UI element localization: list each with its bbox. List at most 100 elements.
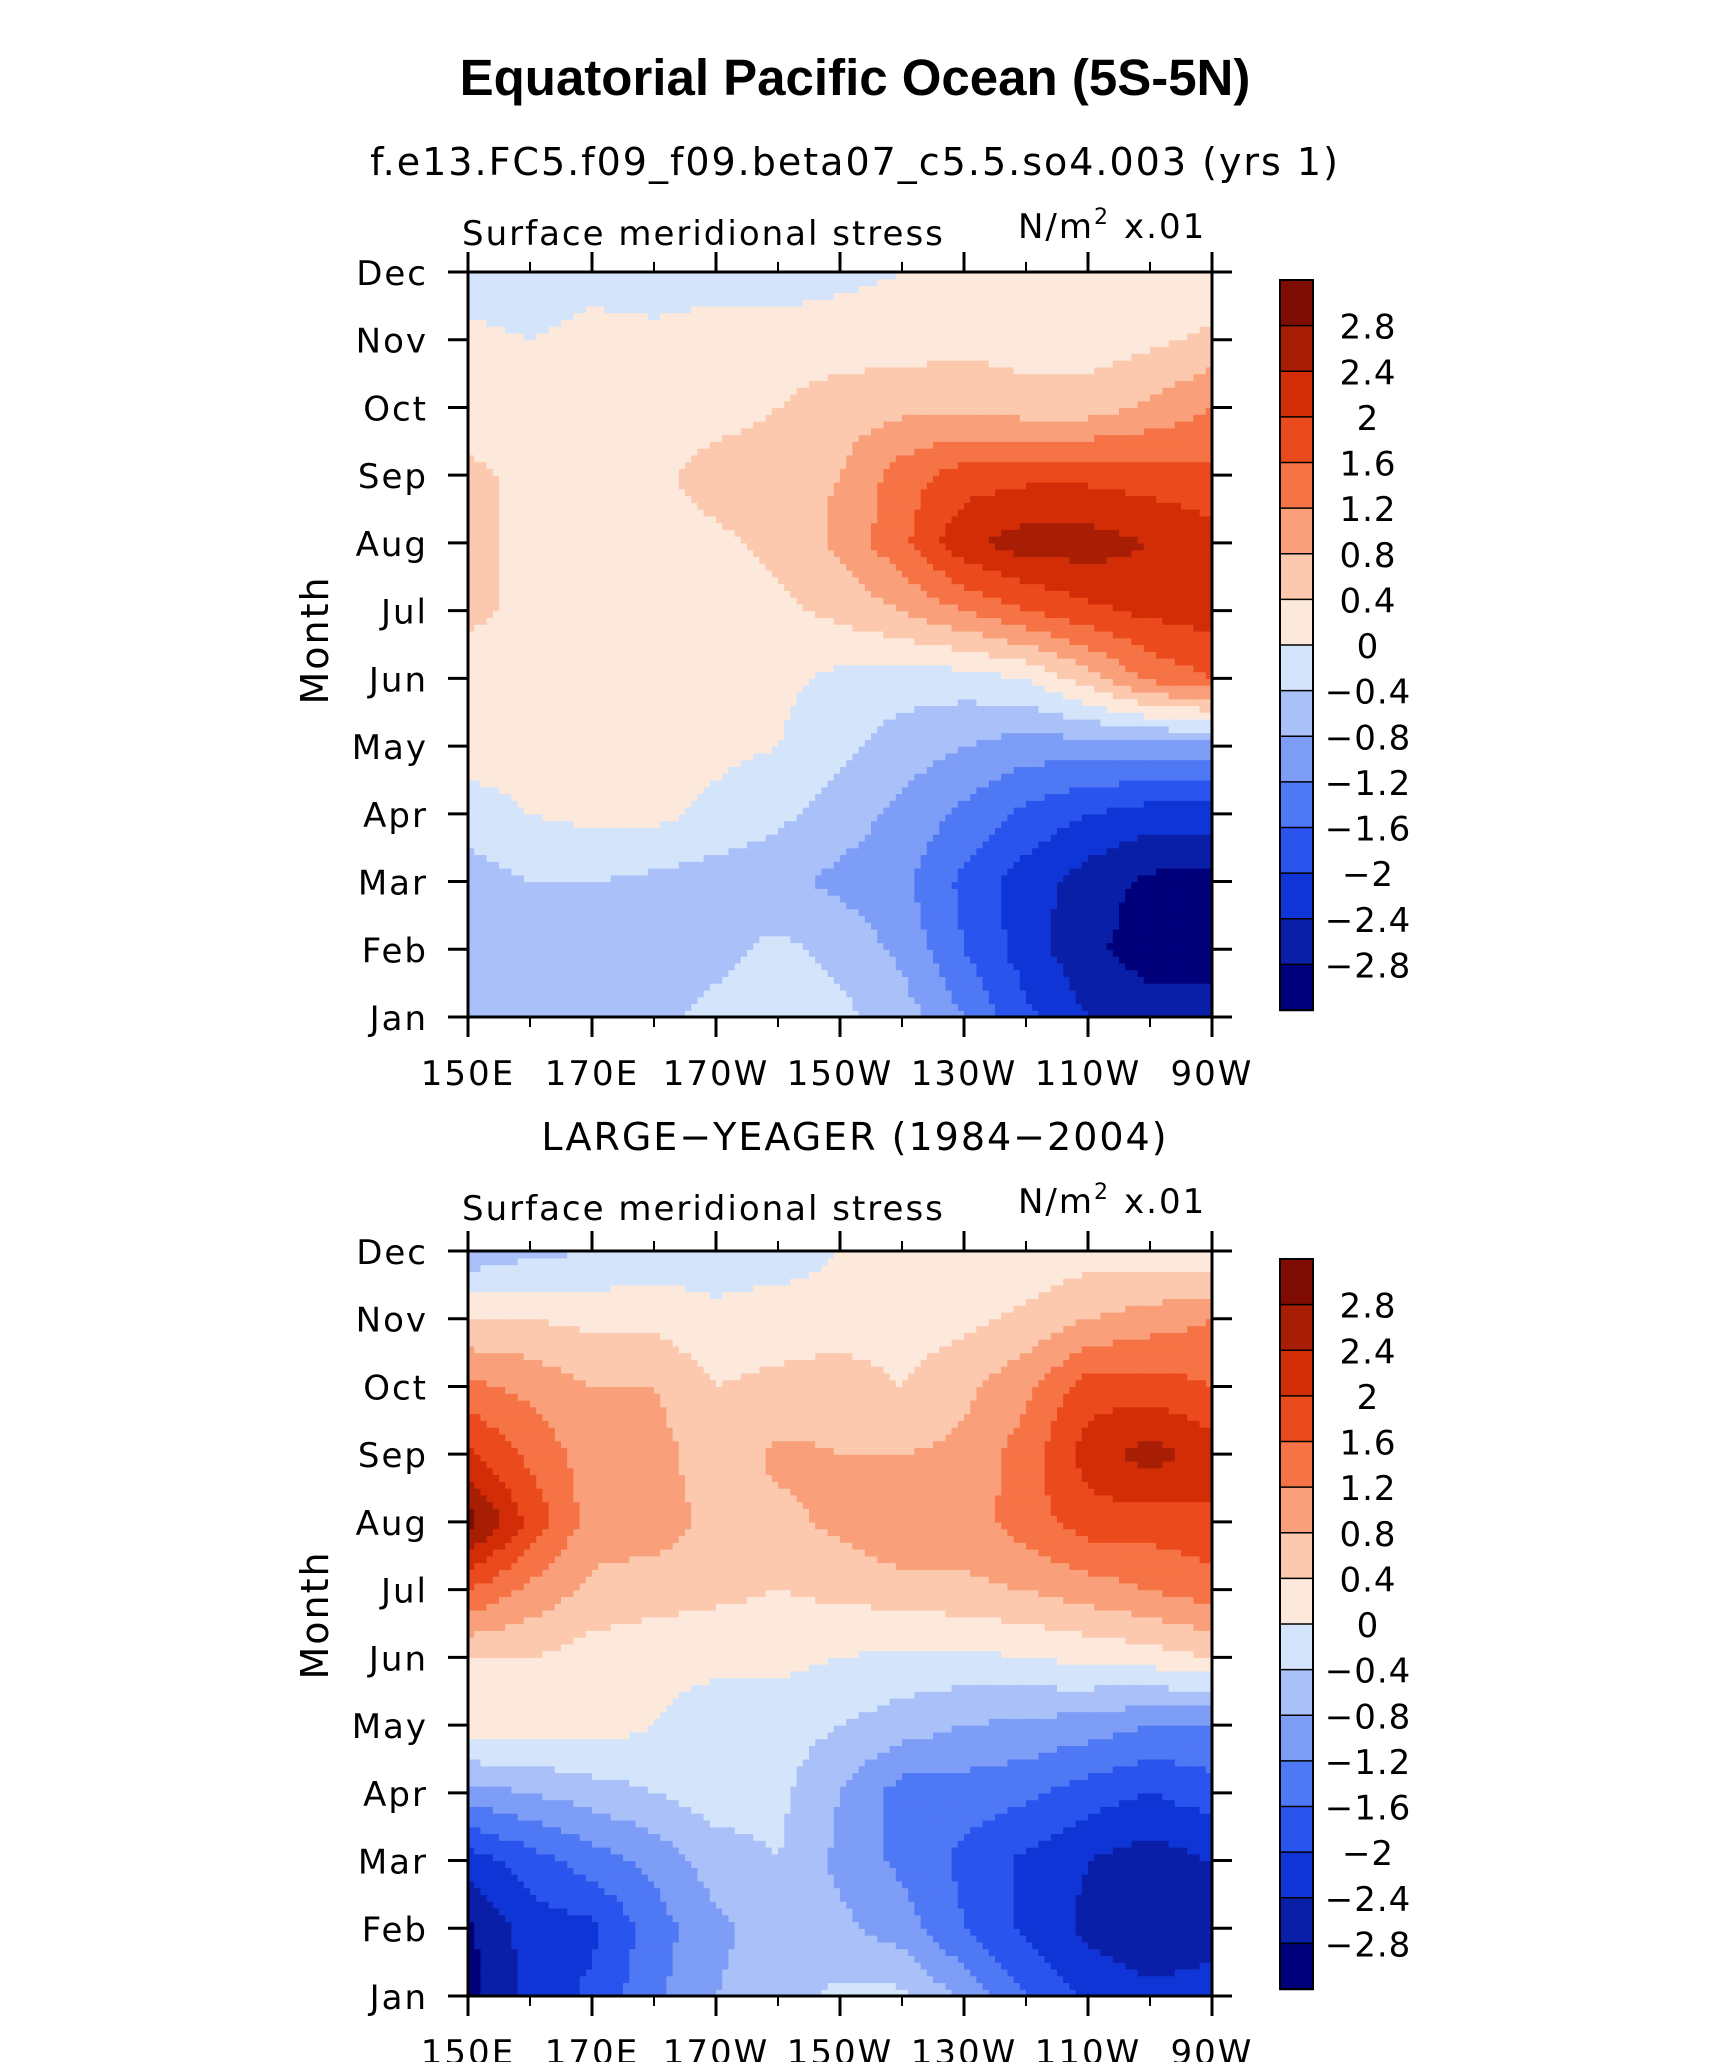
field-cell (945, 909, 952, 916)
field-cell (549, 990, 556, 997)
field-cell (1094, 861, 1101, 868)
field-cell (759, 929, 766, 936)
field-cell (660, 882, 667, 889)
field-cell (580, 949, 587, 956)
field-cell (741, 780, 748, 787)
field-cell (852, 848, 859, 855)
field-cell (908, 949, 915, 956)
field-cell (1082, 841, 1089, 848)
field-cell (536, 875, 543, 882)
field-cell (976, 1010, 983, 1017)
field-cell (821, 773, 828, 780)
field-cell (933, 1010, 940, 1017)
field-cell (927, 902, 934, 909)
field-cell (883, 780, 890, 787)
field-cell (468, 943, 475, 950)
field-cell (766, 1010, 773, 1017)
field-cell (766, 834, 773, 841)
field-cell (1007, 794, 1014, 801)
field-cell (648, 902, 655, 909)
field-cell (518, 976, 525, 983)
field-cell (1113, 794, 1120, 801)
field-cell (1175, 814, 1182, 821)
field-cell (480, 997, 487, 1004)
field-cell (1193, 787, 1200, 794)
field-cell (666, 875, 673, 882)
field-cell (1088, 861, 1095, 868)
field-cell (1162, 956, 1169, 963)
field-cell (1069, 854, 1076, 861)
field-cell (1001, 814, 1008, 821)
field-cell (480, 909, 487, 916)
field-cell (828, 888, 835, 895)
field-cell (1020, 1003, 1027, 1010)
field-cell (561, 773, 568, 780)
field-cell (704, 821, 711, 828)
field-cell (642, 861, 649, 868)
field-cell (1156, 997, 1163, 1004)
field-cell (604, 943, 611, 950)
field-cell (629, 1003, 636, 1010)
field-cell (753, 943, 760, 950)
field-cell (1076, 895, 1083, 902)
field-cell (1026, 800, 1033, 807)
field-cell (617, 956, 624, 963)
field-cell (753, 902, 760, 909)
field-cell (778, 875, 785, 882)
field-cell (561, 895, 568, 902)
field-cell (735, 868, 742, 875)
field-cell (1156, 861, 1163, 868)
field-cell (611, 1010, 618, 1017)
field-cell (542, 834, 549, 841)
field-cell (480, 814, 487, 821)
field-cell (983, 909, 990, 916)
field-cell (1026, 821, 1033, 828)
field-cell (803, 794, 810, 801)
field-cell (480, 983, 487, 990)
field-cell (828, 780, 835, 787)
field-cell (908, 875, 915, 882)
field-cell (852, 895, 859, 902)
field-cell (524, 970, 531, 977)
field-cell (1076, 929, 1083, 936)
field-cell (691, 902, 698, 909)
field-cell (1045, 943, 1052, 950)
field-cell (976, 827, 983, 834)
field-cell (821, 875, 828, 882)
field-cell (561, 800, 568, 807)
field-cell (852, 929, 859, 936)
field-cell (1156, 963, 1163, 970)
field-cell (945, 1010, 952, 1017)
field-cell (1131, 827, 1138, 834)
field-cell (840, 807, 847, 814)
field-cell (778, 800, 785, 807)
field-cell (921, 794, 928, 801)
field-cell (1082, 976, 1089, 983)
field-cell (890, 1010, 897, 1017)
field-cell (983, 963, 990, 970)
field-cell (1063, 943, 1070, 950)
field-cell (803, 787, 810, 794)
field-cell (1156, 875, 1163, 882)
field-cell (518, 936, 525, 943)
field-cell (995, 997, 1002, 1004)
field-cell (759, 794, 766, 801)
field-cell (480, 943, 487, 950)
field-cell (735, 848, 742, 855)
field-cell (772, 1003, 779, 1010)
field-cell (685, 821, 692, 828)
field-cell (797, 895, 804, 902)
field-cell (704, 915, 711, 922)
field-cell (660, 909, 667, 916)
field-cell (567, 997, 574, 1004)
field-cell (828, 773, 835, 780)
field-cell (964, 922, 971, 929)
field-cell (1144, 949, 1151, 956)
field-cell (741, 807, 748, 814)
field-cell (1038, 848, 1045, 855)
field-cell (753, 861, 760, 868)
field-cell (1007, 990, 1014, 997)
field-cell (902, 970, 909, 977)
field-cell (660, 854, 667, 861)
field-cell (1175, 895, 1182, 902)
